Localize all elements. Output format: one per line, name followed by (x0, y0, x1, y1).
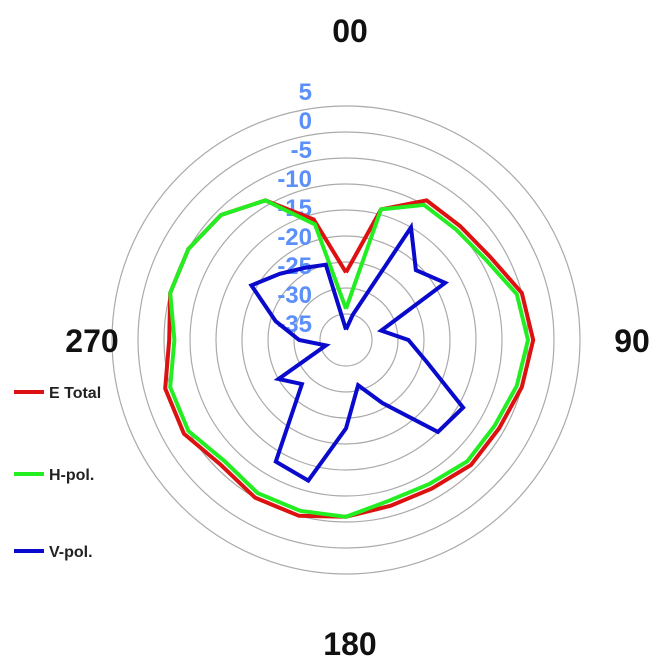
grid-ring (293, 287, 399, 393)
angle-labels: 00 90 180 270 (65, 13, 649, 662)
angle-label-90: 90 (614, 323, 650, 359)
legend-label: V-pol. (49, 544, 93, 561)
radial-tick-label: -10 (277, 166, 312, 193)
series-lines (163, 198, 536, 519)
grid-ring (111, 105, 581, 575)
radial-tick-label: -20 (277, 224, 312, 251)
grid-ring (215, 209, 477, 471)
radial-tick-label: 0 (299, 108, 312, 135)
radial-tick-label: -35 (277, 311, 312, 338)
legend-label: E Total (49, 385, 101, 402)
legend: E Total H-pol. V-pol. (14, 385, 101, 561)
radial-tick-label: 5 (299, 79, 312, 106)
grid-ring (319, 313, 373, 367)
radial-tick-label: -5 (291, 137, 312, 164)
angle-label-180: 180 (323, 626, 376, 662)
angle-label-270: 270 (65, 323, 118, 359)
angle-label-0: 00 (332, 13, 368, 49)
grid-ring (267, 261, 425, 419)
series-line-v-pol (248, 221, 466, 484)
grid-ring (137, 131, 555, 549)
grid-rings (111, 105, 581, 575)
grid-ring (241, 235, 451, 445)
series-line-h-pol (168, 198, 531, 519)
legend-label: H-pol. (49, 467, 94, 484)
radial-tick-label: -30 (277, 282, 312, 309)
grid-ring (189, 183, 503, 497)
grid-ring (163, 157, 529, 523)
